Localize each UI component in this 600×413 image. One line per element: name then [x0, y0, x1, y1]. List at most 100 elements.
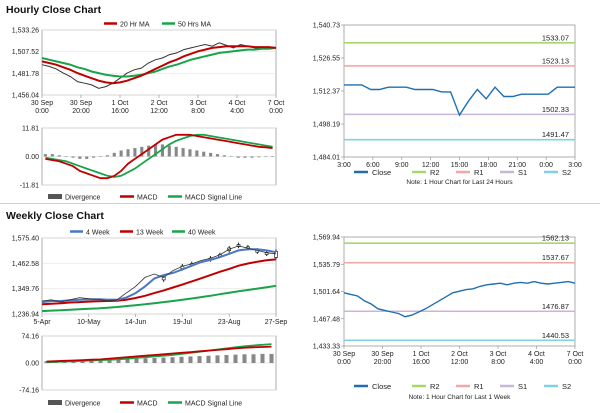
hourly-macd-divergence-bar-20 [181, 148, 185, 157]
weekly-pivot-x-tick-0: 30 Sep [333, 351, 355, 358]
weekly-pivot-legend-label-1: R2 [430, 382, 440, 391]
weekly-pivot-chart: 1,569.94 1,535.79 1,501.64 1,467.48 1,433.33… [313, 234, 584, 401]
hourly-macd-divergence-bar-9 [105, 155, 109, 157]
weekly-price-x-tick-5: 27-Sep [265, 319, 288, 326]
weekly-macd-divergence-bar-9 [125, 358, 130, 363]
hourly-price-x-tick-time-2: 16:00 [111, 108, 129, 115]
hourly-price-x-tick-4: 3 Oct [190, 100, 207, 107]
hourly-pivot-y-tick-2: 1,512.37 [313, 89, 340, 96]
hourly-macd-divergence-bar-30 [250, 156, 254, 158]
weekly-price-ma40-line [41, 284, 277, 313]
weekly-macd-divergence-bar-6 [98, 359, 103, 363]
weekly-macd-divergence-bar-16 [188, 356, 193, 363]
weekly-price-x-tick-3: 19-Jul [173, 319, 193, 326]
weekly-pivot-x-tick-time-5: 4:00 [530, 359, 544, 366]
weekly-pivot-y-tick-2: 1,501.64 [313, 289, 340, 296]
hourly-macd-divergence-bar-11 [119, 150, 123, 157]
hourly-macd-signal-line [45, 133, 273, 178]
hourly-macd-divergence-bar-1 [50, 154, 54, 157]
hourly-pivot-y-tick-4: 1,484.01 [313, 155, 340, 162]
weekly-pivot-legend-label-0: Close [372, 382, 391, 391]
hourly-pivot-legend-label-1: R2 [430, 168, 440, 177]
weekly-pivot-legend-label-3: S1 [518, 382, 527, 391]
weekly-macd-y-tick-2: -74.16 [19, 388, 39, 395]
weekly-macd-divergence-bar-24 [260, 353, 265, 363]
weekly-pivot-y-tick-1: 1,535.79 [313, 262, 340, 269]
hourly-macd-legend-label-1: MACD [137, 195, 158, 202]
weekly-pivot-level-label-s1: 1476.87 [542, 302, 569, 311]
hourly-pivot-level-label-s1: 1502.33 [542, 105, 569, 114]
weekly-pivot-x-tick-3: 2 Oct [451, 351, 468, 358]
hourly-pivot-y-tick-1: 1,526.55 [313, 56, 340, 63]
hourly-price-legend-label-1: 50 Hrs MA [178, 22, 211, 29]
hourly-price-y-tick-3: 1,456.04 [12, 93, 39, 100]
weekly-macd-divergence-bar-18 [206, 355, 211, 363]
hourly-pivot-legend-label-4: S2 [562, 168, 571, 177]
hourly-price-y-tick-2: 1,481.78 [12, 71, 39, 78]
hourly-macd-y-tick-0: 11.81 [22, 126, 39, 133]
weekly-pivot-y-tick-3: 1,467.48 [313, 316, 340, 323]
weekly-pivot-x-tick-time-6: 0:00 [568, 359, 582, 366]
hourly-macd-legend-label-2: MACD Signal Line [185, 195, 242, 202]
weekly-macd-chart: 74.16 0.00 -74.16 Divergence MACD MACD Signal… [19, 334, 277, 408]
weekly-pivot-x-tick-2: 1 Oct [413, 351, 430, 358]
weekly-macd-divergence-bar-20 [224, 354, 229, 363]
hourly-macd-divergence-bar-5 [78, 156, 82, 159]
hourly-macd-divergence-bar-23 [202, 151, 206, 157]
hourly-macd-divergence-bar-22 [195, 150, 199, 157]
weekly-macd-divergence-bar-22 [242, 354, 247, 363]
plot-frame [41, 29, 277, 96]
hourly-price-x-tick-2: 1 Oct [112, 100, 129, 107]
hourly-section-title: Hourly Close Chart [6, 4, 102, 16]
weekly-macd-divergence-bar-19 [215, 355, 220, 363]
weekly-macd-macd-line [46, 345, 272, 363]
weekly-pivot-x-tick-time-2: 16:00 [412, 359, 430, 366]
hourly-macd-chart: 11.81 0.00 -11.81 Divergence MACD MACD Signal… [20, 126, 277, 202]
weekly-pivot-x-tick-4: 3 Oct [490, 351, 507, 358]
weekly-pivot-legend-label-2: R1 [474, 382, 484, 391]
weekly-macd-divergence-bar-8 [116, 358, 121, 363]
hourly-macd-divergence-bar-17 [160, 144, 164, 157]
hourly-macd-divergence-bar-25 [215, 154, 220, 157]
hourly-macd-legend-label-0: Divergence [65, 195, 101, 202]
weekly-pivot-x-tick-6: 7 Oct [567, 351, 584, 358]
weekly-macd-divergence-bar-7 [107, 358, 112, 363]
weekly-macd-divergence-bar-23 [251, 354, 256, 363]
weekly-macd-divergence-bar-10 [134, 358, 139, 363]
hourly-pivot-y-tick-0: 1,540.73 [313, 23, 340, 30]
hourly-macd-divergence-bar-33 [271, 156, 275, 157]
hourly-pivot-x-tick-7: 0:00 [539, 162, 553, 169]
hourly-price-ma50-line [41, 46, 277, 78]
weekly-pivot-x-tick-time-0: 0:00 [337, 359, 351, 366]
hourly-price-x-tick-6: 7 Oct [268, 100, 285, 107]
hourly-macd-divergence-bar-29 [243, 156, 247, 158]
weekly-price-ma4-line [41, 248, 277, 304]
weekly-price-legend-label-1: 13 Week [136, 230, 164, 237]
hourly-macd-divergence-bar-13 [133, 148, 137, 157]
hourly-macd-divergence-bar-3 [64, 156, 68, 157]
weekly-pivot-x-tick-time-3: 12:00 [451, 359, 469, 366]
weekly-price-legend-label-2: 40 Week [188, 230, 216, 237]
hourly-pivot-chart: 1,540.73 1,526.55 1,512.37 1,498.19 1,484.01… [313, 23, 582, 187]
hourly-price-ma20-line [41, 45, 277, 85]
weekly-price-close-line [41, 245, 277, 303]
hourly-price-x-tick-time-1: 20:00 [72, 108, 90, 115]
hourly-price-x-tick-time-5: 4:00 [230, 108, 244, 115]
hourly-pivot-legend-label-2: R1 [474, 168, 484, 177]
hourly-macd-divergence-bar-19 [174, 146, 178, 157]
hourly-macd-divergence-bar-4 [71, 156, 75, 158]
hourly-price-x-tick-5: 4 Oct [229, 100, 246, 107]
hourly-pivot-x-tick-8: 3:00 [568, 162, 582, 169]
hourly-macd-divergence-bar-21 [188, 149, 192, 157]
weekly-macd-divergence-bar-12 [152, 357, 157, 363]
hourly-macd-y-tick-1: 0.00 [25, 154, 39, 161]
hourly-pivot-x-tick-6: 21:00 [508, 162, 526, 169]
hourly-pivot-x-tick-5: 18:00 [480, 162, 498, 169]
hourly-macd-divergence-bar-24 [209, 152, 213, 157]
hourly-macd-divergence-bar-8 [98, 156, 103, 157]
weekly-macd-divergence-bar-14 [170, 357, 175, 363]
hourly-price-y-tick-1: 1,507.52 [12, 49, 39, 56]
weekly-macd-legend-label-1: MACD [137, 401, 158, 408]
weekly-macd-y-tick-0: 74.16 [21, 334, 39, 341]
hourly-macd-divergence-bar-15 [147, 145, 151, 157]
